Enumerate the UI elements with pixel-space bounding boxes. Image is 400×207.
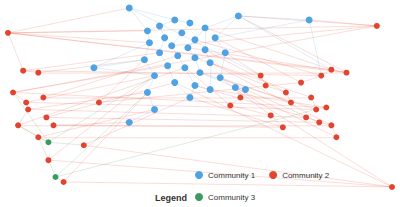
svg-text:Community 2: Community 2 bbox=[282, 171, 330, 180]
svg-text:Community 3: Community 3 bbox=[208, 193, 256, 202]
svg-text:Community 1: Community 1 bbox=[208, 171, 256, 180]
svg-text:Legend: Legend bbox=[155, 193, 187, 203]
